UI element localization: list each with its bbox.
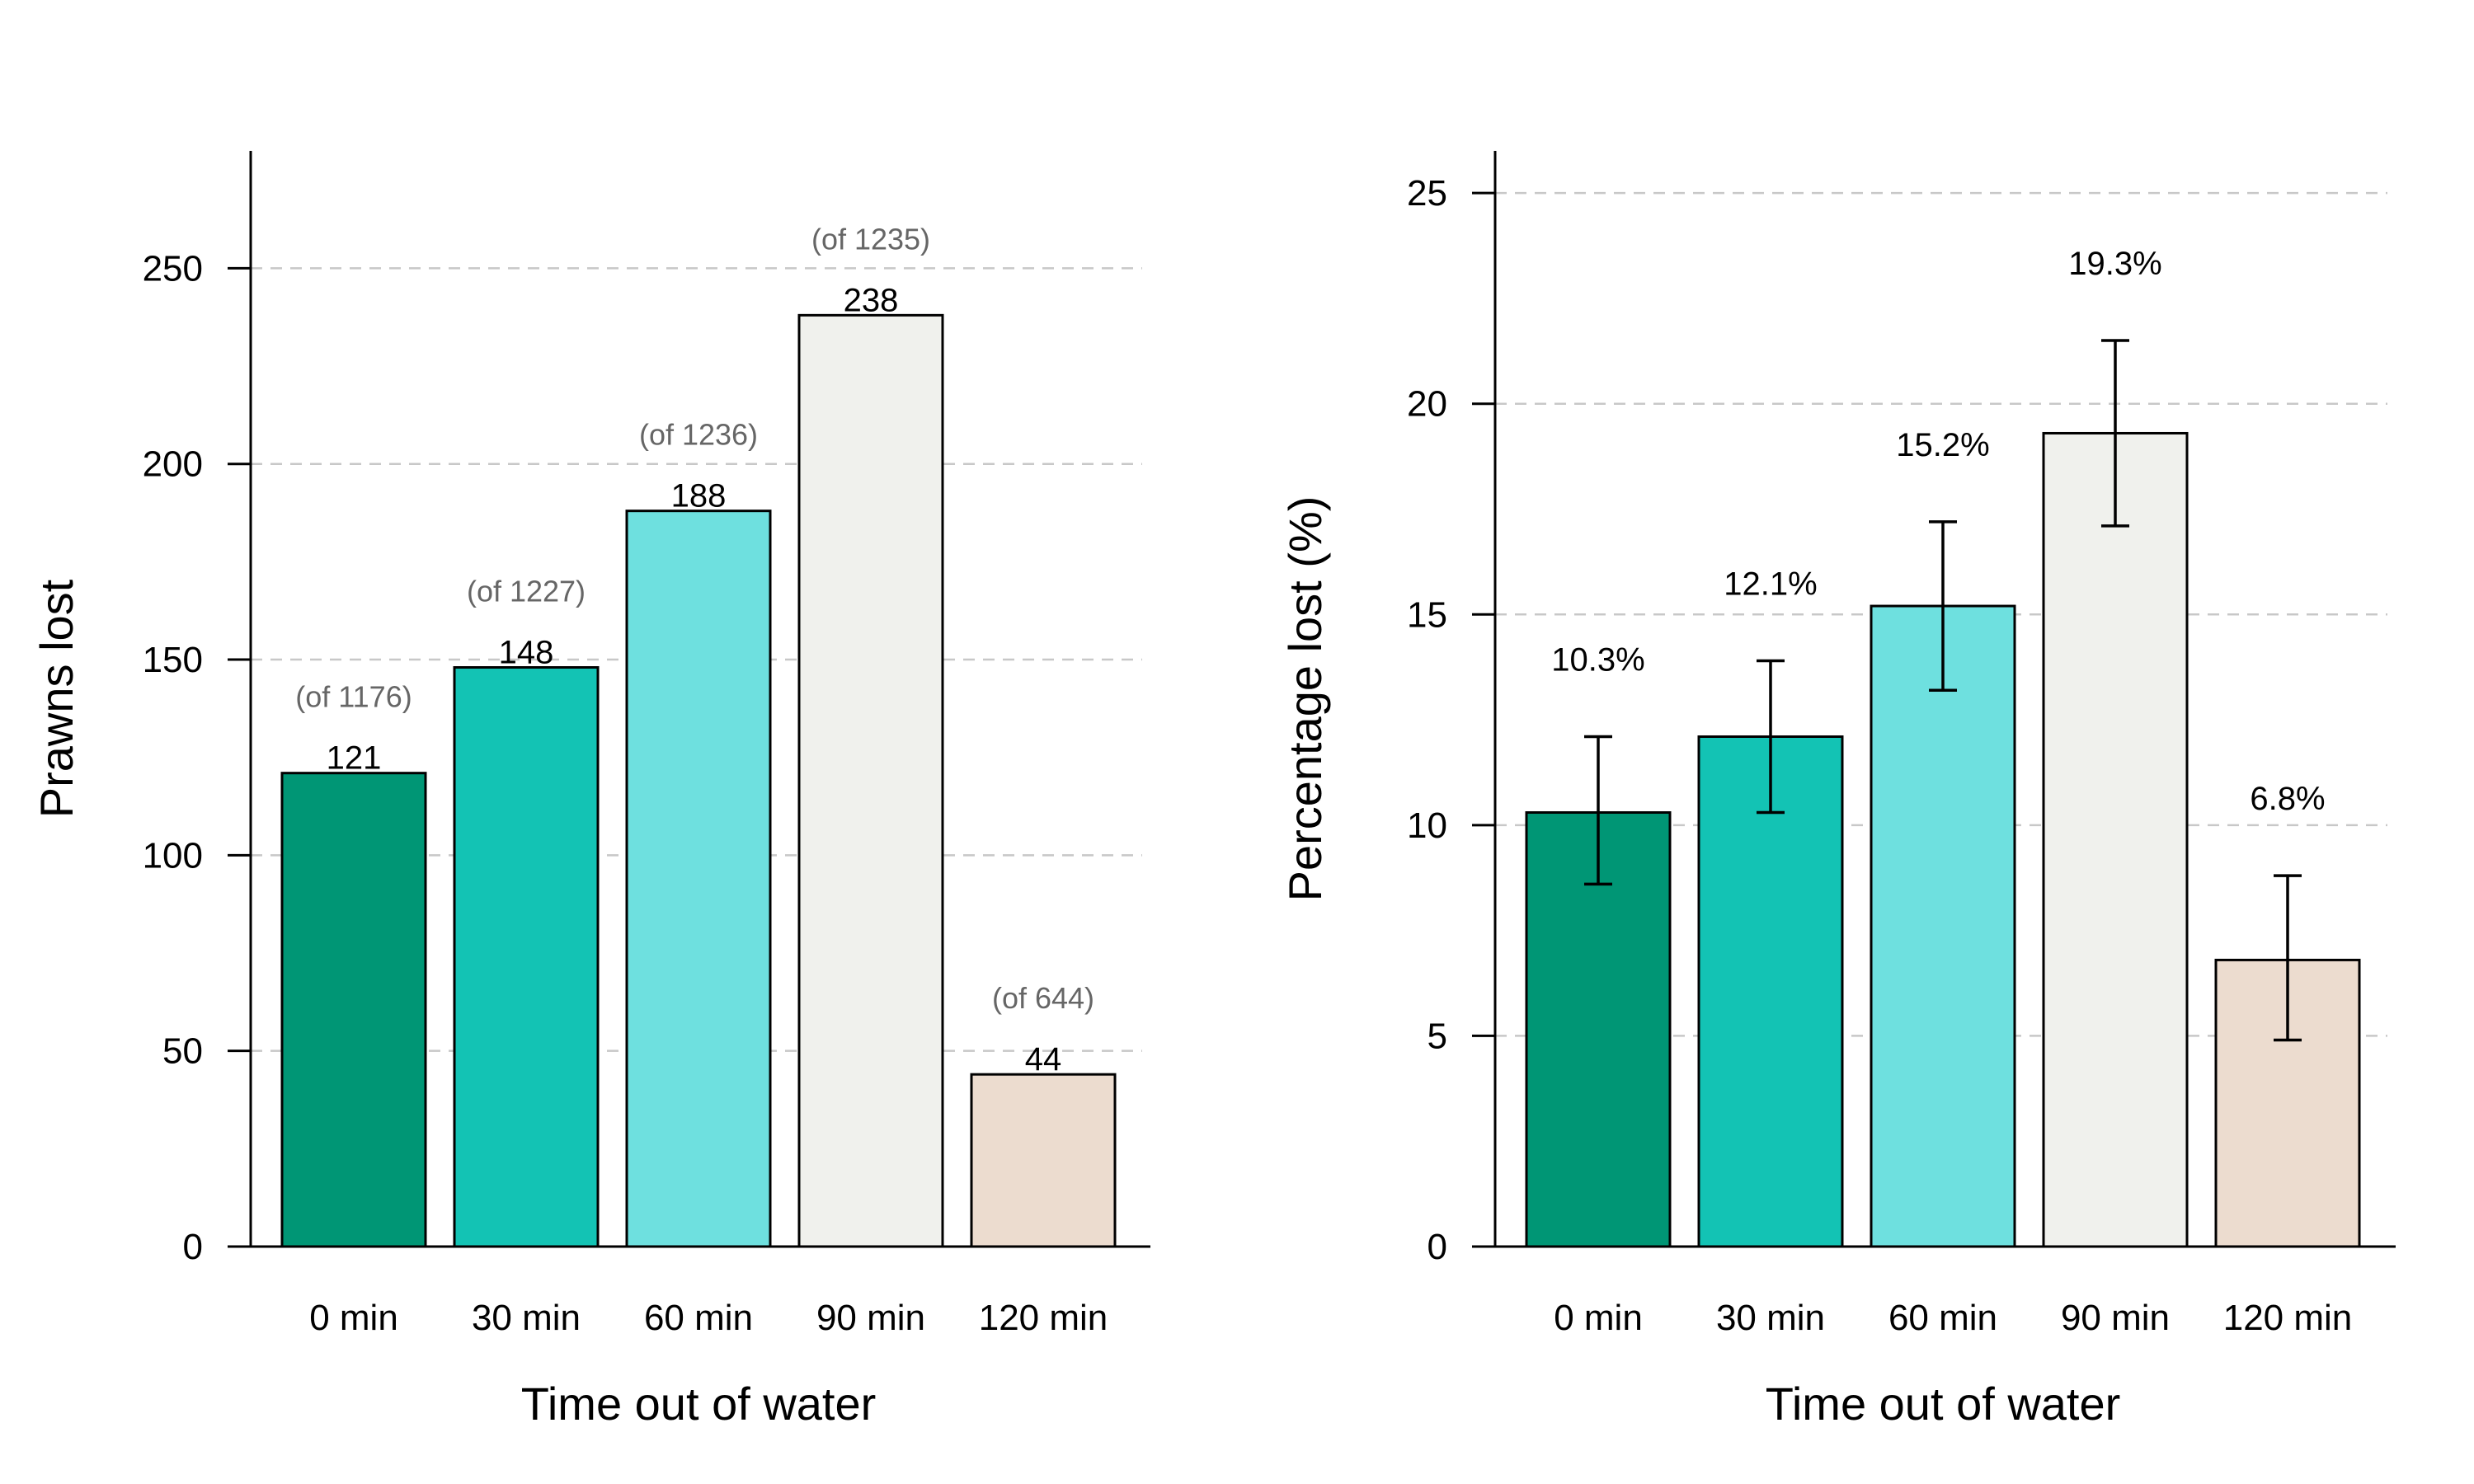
- y-tick-label: 0: [1427, 1227, 1447, 1267]
- x-tick-label: 30 min: [472, 1298, 581, 1338]
- y-tick-label: 20: [1407, 384, 1447, 425]
- y-axis-title: Prawns lost: [31, 579, 82, 818]
- bar: [2042, 431, 2189, 1248]
- y-axis-title: Percentage lost (%): [1279, 496, 1331, 902]
- data-label: 238: [844, 282, 899, 318]
- data-label: 15.2%: [1896, 427, 1989, 463]
- y-tick-label: 0: [183, 1227, 203, 1267]
- sample-size-label: (of 644): [992, 981, 1094, 1015]
- bar: [970, 1073, 1117, 1248]
- y-tick-label: 25: [1407, 173, 1447, 214]
- data-label: 148: [499, 635, 554, 671]
- x-tick-label: 90 min: [2061, 1298, 2170, 1338]
- sample-size-label: (of 1235): [811, 222, 930, 256]
- y-tick-label: 100: [143, 835, 203, 876]
- x-tick-label: 0 min: [309, 1298, 398, 1338]
- y-tick-label: 10: [1407, 805, 1447, 846]
- bar: [280, 772, 427, 1248]
- data-label: 10.3%: [1551, 642, 1644, 679]
- data-label: 6.8%: [2250, 781, 2325, 817]
- x-axis-title: Time out of water: [1766, 1378, 2121, 1430]
- data-label: 12.1%: [1724, 566, 1817, 602]
- bar: [453, 666, 600, 1248]
- x-tick-label: 60 min: [644, 1298, 753, 1338]
- y-tick-label: 15: [1407, 594, 1447, 635]
- sample-size-label: (of 1236): [639, 418, 758, 452]
- y-tick-label: 250: [143, 248, 203, 289]
- bar: [625, 510, 772, 1248]
- x-tick-label: 90 min: [816, 1298, 925, 1338]
- x-tick-label: 120 min: [2223, 1298, 2353, 1338]
- x-tick-label: 0 min: [1554, 1298, 1643, 1338]
- bar: [797, 313, 944, 1248]
- y-tick-label: 200: [143, 444, 203, 485]
- x-axis-title: Time out of water: [521, 1378, 877, 1430]
- y-tick-label: 150: [143, 640, 203, 680]
- bar: [1870, 604, 2016, 1248]
- x-tick-label: 60 min: [1888, 1298, 1997, 1338]
- panel-prawns-lost: 0 50 100 150 200 250 0 min 30 min 60 min 90 min 12…: [31, 151, 1150, 1430]
- sample-size-label: (of 1227): [467, 575, 586, 608]
- x-tick-label: 120 min: [979, 1298, 1108, 1338]
- data-label: 19.3%: [2068, 246, 2161, 282]
- sample-size-label: (of 1176): [295, 680, 412, 714]
- y-tick-label: 5: [1427, 1016, 1447, 1056]
- data-label: 188: [671, 478, 727, 514]
- data-label: 44: [1025, 1041, 1062, 1078]
- panel-percentage-lost: 0 5 10 15 20 25 0 min 30 min 60 min 90 min 120 min…: [1279, 151, 2396, 1430]
- data-label: 121: [327, 740, 382, 777]
- x-tick-label: 30 min: [1716, 1298, 1825, 1338]
- y-tick-label: 50: [162, 1031, 203, 1072]
